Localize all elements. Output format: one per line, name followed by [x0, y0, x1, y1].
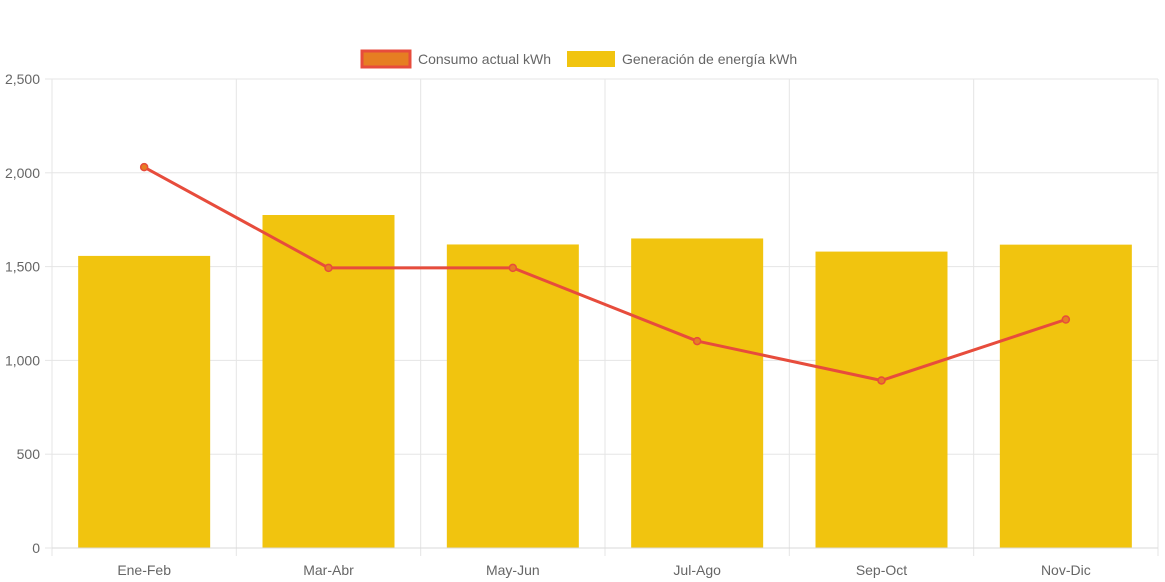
legend-label-consumo[interactable]: Consumo actual kWh: [418, 51, 551, 67]
y-tick-label: 1,500: [5, 259, 40, 275]
point-consumo[interactable]: [139, 162, 149, 172]
x-tick-label: Sep-Oct: [856, 562, 907, 578]
bar-generacion[interactable]: [999, 244, 1132, 548]
line-consumo: [143, 165, 1067, 382]
x-tick-label: Jul-Ago: [673, 562, 721, 578]
x-tick-label: Mar-Abr: [303, 562, 354, 578]
x-tick-label: May-Jun: [486, 562, 540, 578]
y-tick-label: 2,500: [5, 71, 40, 87]
point-consumo[interactable]: [508, 263, 518, 273]
point-consumo[interactable]: [1061, 315, 1071, 324]
bar-generacion[interactable]: [631, 238, 764, 548]
bar-generacion[interactable]: [815, 251, 948, 549]
line-series: [139, 162, 1071, 385]
x-tick-label: Nov-Dic: [1041, 562, 1091, 578]
point-consumo[interactable]: [877, 376, 886, 385]
axes: 0 500 1,000 1,500 2,000 2,500 Ene-Feb Mar-Abr Ma…: [5, 71, 1158, 578]
legend-label-generacion[interactable]: Generación de energía kWh: [622, 51, 797, 67]
y-tick-label: 2,000: [5, 165, 40, 181]
bar-generacion[interactable]: [78, 255, 211, 548]
point-consumo[interactable]: [692, 336, 702, 346]
bar-series: [78, 215, 1132, 549]
y-tick-label: 1,000: [5, 352, 40, 368]
y-tick-label: 0: [32, 540, 40, 556]
y-tick-label: 500: [17, 446, 41, 462]
bar-generacion[interactable]: [446, 244, 579, 548]
legend-swatch-generacion[interactable]: [567, 51, 615, 67]
x-tick-label: Ene-Feb: [117, 562, 171, 578]
point-consumo[interactable]: [324, 263, 333, 273]
grid-lines: [51, 78, 1159, 556]
legend: Consumo actual kWh Generación de energía…: [360, 49, 797, 69]
legend-swatch-consumo[interactable]: [360, 49, 412, 69]
